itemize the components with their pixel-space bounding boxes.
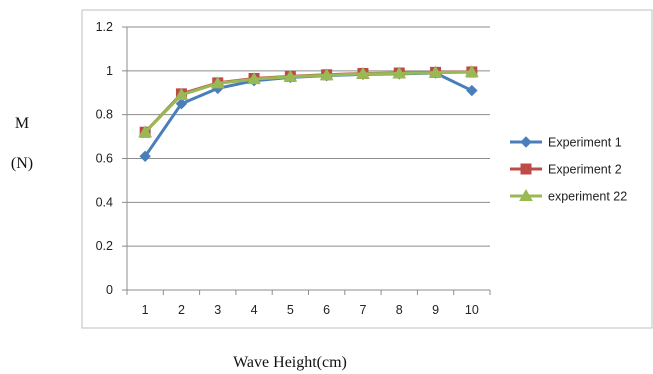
data-point	[174, 87, 189, 100]
x-tick-label: 8	[396, 303, 403, 317]
data-point	[283, 69, 298, 82]
x-tick-label: 4	[251, 303, 258, 317]
y-tick-label: 0.2	[96, 239, 113, 253]
y-tick-label: 1.2	[96, 20, 113, 34]
chart-frame	[81, 9, 653, 329]
x-tick-label: 7	[359, 303, 366, 317]
legend-label: experiment 22	[548, 190, 627, 204]
y-tick-labels: 0 0.2 0.4 0.6 0.8 1 1.2	[96, 20, 113, 297]
x-tick-label: 1	[142, 303, 149, 317]
legend: Experiment 1 Experiment 2 experiment 22	[510, 136, 627, 204]
data-point	[428, 65, 443, 78]
legend-marker	[519, 188, 533, 201]
y-tick-label: 1	[106, 64, 113, 78]
gridlines	[127, 26, 490, 247]
x-tick-label: 2	[178, 303, 185, 317]
data-point	[210, 76, 225, 89]
data-point	[247, 72, 261, 85]
x-axis-label: Wave Height(cm)	[233, 354, 347, 371]
y-tick-label: 0	[106, 283, 113, 297]
data-point	[138, 125, 153, 138]
legend-item: Experiment 1	[510, 136, 622, 150]
data-point	[139, 150, 151, 163]
x-tick-label: 9	[432, 303, 439, 317]
legend-item: experiment 22	[510, 188, 627, 204]
series-line	[144, 70, 472, 134]
x-tick-label: 6	[323, 303, 330, 317]
x-tick-label: 10	[465, 303, 479, 317]
y-axis-label-line2: (N)	[11, 155, 33, 172]
x-tick-labels: 1 2 3 4 5 6 7 8 9 10	[142, 303, 479, 317]
legend-label: Experiment 2	[548, 163, 622, 177]
series-3	[138, 65, 479, 138]
axes	[122, 26, 491, 295]
legend-label: Experiment 1	[548, 136, 622, 150]
y-tick-label: 0.8	[96, 108, 113, 122]
data-point	[392, 66, 407, 79]
y-axis-label-line1: M	[15, 115, 29, 132]
x-tick-label: 5	[287, 303, 294, 317]
x-tick-label: 3	[214, 303, 221, 317]
y-tick-label: 0.4	[96, 195, 113, 209]
data-point	[464, 65, 479, 78]
data-point	[356, 66, 370, 79]
data-point	[319, 68, 334, 81]
legend-marker	[520, 136, 532, 148]
series-group	[138, 65, 479, 163]
legend-item: Experiment 2	[510, 163, 622, 177]
y-tick-label: 0.6	[96, 152, 113, 166]
legend-marker	[520, 163, 532, 175]
data-point	[466, 84, 478, 97]
data-point	[175, 98, 188, 110]
